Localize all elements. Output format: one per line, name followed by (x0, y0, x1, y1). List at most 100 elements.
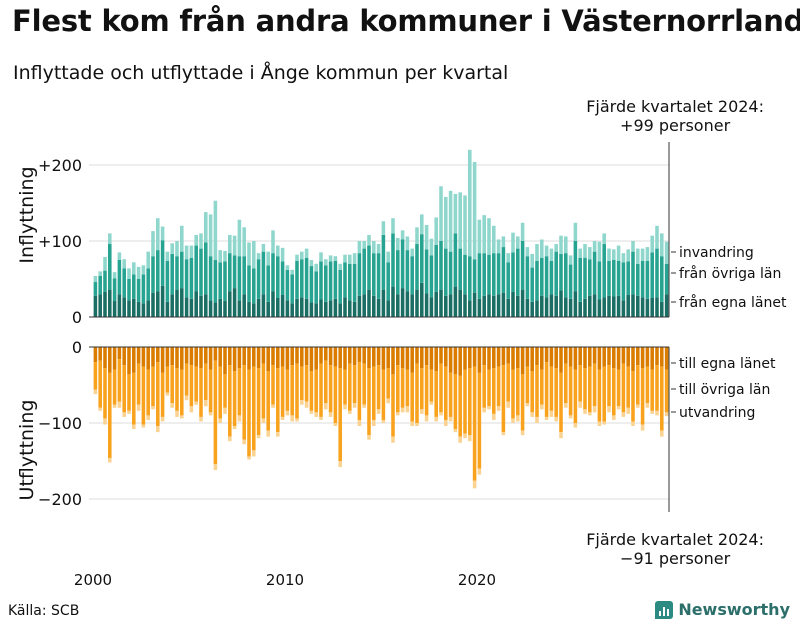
bar-segment (472, 161, 477, 260)
bar-segment (453, 429, 458, 433)
bar-segment (175, 289, 179, 317)
bar-segment (160, 240, 165, 286)
bar-segment (112, 369, 117, 405)
bar-segment (304, 257, 309, 299)
bar-segment (540, 295, 544, 317)
bar-segment (165, 260, 170, 302)
bar-segment (535, 416, 539, 423)
bar-segment (122, 412, 126, 417)
bar-segment (98, 294, 102, 317)
bar-segment (564, 253, 568, 298)
bar-segment (146, 369, 150, 416)
bar-segment (578, 248, 582, 258)
bar-segment (616, 406, 621, 410)
bar-segment (400, 239, 405, 289)
bar-segment (588, 366, 592, 413)
bar-segment (559, 290, 563, 317)
bar-segment (396, 250, 400, 295)
bar-segment (108, 457, 112, 463)
bar-segment (434, 244, 438, 292)
bar-segment (424, 225, 429, 250)
bar-segment (117, 359, 122, 402)
bar-segment (477, 468, 482, 475)
bar-segment (194, 245, 198, 292)
bar-segment (448, 347, 453, 373)
bar-segment (357, 347, 362, 363)
bar-segment (256, 435, 261, 439)
bar-segment (117, 401, 122, 408)
bar-segment (160, 347, 165, 373)
source-note: Källa: SCB (8, 603, 80, 619)
bar-segment (103, 291, 107, 317)
bar-segment (568, 298, 573, 317)
bar-segment (184, 363, 189, 396)
bar-segment (367, 347, 371, 369)
bar-segment (352, 301, 357, 317)
bar-segment (530, 347, 534, 372)
bar-segment (280, 366, 285, 417)
bar-segment (612, 368, 616, 416)
bar-segment (448, 416, 453, 422)
bar-segment (338, 461, 342, 468)
bar-segment (333, 256, 338, 261)
bar-segment (549, 347, 554, 367)
bar-segment (544, 256, 549, 298)
bar-segment (573, 241, 578, 292)
bar-segment (160, 226, 165, 241)
bar-segment (256, 298, 261, 317)
bar-segment (295, 260, 299, 299)
bar-segment (458, 347, 462, 376)
bar-segment (391, 374, 395, 437)
bar-segment (420, 282, 424, 317)
bar-segment (597, 369, 602, 422)
bar-segment (324, 265, 328, 302)
bar-segment (439, 412, 443, 416)
bar-segment (468, 256, 472, 301)
bar-segment (549, 366, 554, 411)
bar-segment (352, 403, 357, 408)
bar-segment (506, 363, 510, 402)
bar-segment (357, 362, 362, 420)
bar-segment (285, 265, 290, 270)
bar-segment (612, 347, 616, 369)
bar-segment (381, 289, 386, 317)
bar-segment (146, 268, 150, 301)
brand-logo[interactable]: Newsworthy (655, 600, 790, 619)
bar-segment (540, 404, 544, 410)
bar-segment (314, 303, 318, 317)
bar-segment (520, 289, 525, 317)
bar-segment (592, 294, 597, 317)
bar-segment (477, 219, 482, 254)
bar-segment (141, 347, 146, 367)
bar-segment (93, 282, 98, 296)
bar-segment (180, 288, 184, 317)
bar-segment (362, 241, 366, 249)
bar-segment (160, 372, 165, 417)
bar-segment (391, 347, 395, 375)
bar-segment (660, 347, 664, 367)
bar-segment (348, 263, 352, 301)
bar-segment (386, 300, 390, 317)
bar-segment (333, 260, 338, 299)
bar-segment (381, 419, 386, 423)
bar-segment (525, 256, 530, 299)
bar-segment (103, 347, 107, 369)
bar-segment (516, 295, 520, 317)
bar-segment (132, 298, 136, 317)
bar-segment (645, 298, 650, 317)
bar-segment (568, 347, 573, 367)
bar-segment (501, 432, 506, 436)
bar-segment (511, 252, 515, 292)
bar-segment (256, 253, 261, 260)
bar-segment (660, 430, 664, 437)
bar-segment (415, 289, 419, 317)
bar-segment (420, 234, 424, 283)
bar-segment (448, 251, 453, 295)
bar-segment (530, 412, 534, 417)
bar-segment (343, 297, 347, 317)
bar-segment (204, 212, 208, 243)
x-tick-label: 2020 (458, 571, 496, 589)
bar-segment (300, 400, 304, 405)
bar-segment (151, 292, 155, 317)
bar-segment (290, 347, 294, 366)
